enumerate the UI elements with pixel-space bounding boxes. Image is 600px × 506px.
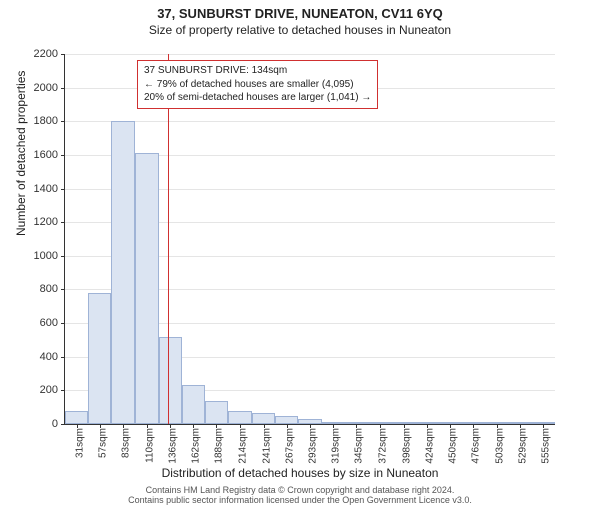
xtick-label: 110sqm xyxy=(144,428,155,463)
gridline xyxy=(65,54,555,55)
histogram-bar xyxy=(159,337,182,424)
xtick-label: 372sqm xyxy=(378,428,389,464)
gridline xyxy=(65,121,555,122)
xtick-label: 319sqm xyxy=(331,428,342,464)
ytick-mark xyxy=(61,256,65,257)
xtick-label: 503sqm xyxy=(495,428,506,464)
xtick-label: 241sqm xyxy=(261,428,272,464)
ytick-mark xyxy=(61,357,65,358)
footer-line1: Contains HM Land Registry data © Crown c… xyxy=(146,485,455,495)
xtick-label: 57sqm xyxy=(97,428,108,458)
ytick-label: 1800 xyxy=(18,115,58,127)
histogram-bar xyxy=(252,413,275,424)
xtick-label: 398sqm xyxy=(401,428,412,464)
xtick-label: 136sqm xyxy=(168,428,179,464)
ytick-label: 1600 xyxy=(18,149,58,161)
ytick-mark xyxy=(61,424,65,425)
plot-region: 31sqm57sqm83sqm110sqm136sqm162sqm188sqm2… xyxy=(64,54,555,425)
xtick-label: 267sqm xyxy=(284,428,295,464)
page-title: 37, SUNBURST DRIVE, NUNEATON, CV11 6YQ xyxy=(0,6,600,21)
ytick-label: 1200 xyxy=(18,216,58,228)
xtick-label: 555sqm xyxy=(541,428,552,464)
xtick-label: 345sqm xyxy=(354,428,365,464)
histogram-bar xyxy=(111,121,135,424)
histogram-bar xyxy=(182,385,205,424)
ytick-label: 2000 xyxy=(18,82,58,94)
xtick-label: 529sqm xyxy=(518,428,529,464)
ytick-label: 0 xyxy=(18,418,58,430)
annotation-box: 37 SUNBURST DRIVE: 134sqm← 79% of detach… xyxy=(137,60,378,109)
histogram-bar xyxy=(275,416,298,424)
x-axis-label: Distribution of detached houses by size … xyxy=(0,466,600,480)
reference-line xyxy=(168,54,169,424)
ytick-mark xyxy=(61,289,65,290)
histogram-bar xyxy=(135,153,158,424)
xtick-label: 188sqm xyxy=(214,428,225,464)
histogram-bar xyxy=(88,293,111,424)
xtick-label: 83sqm xyxy=(120,428,131,458)
histogram-bar xyxy=(228,411,252,424)
ytick-label: 200 xyxy=(18,384,58,396)
footer-attribution: Contains HM Land Registry data © Crown c… xyxy=(0,486,600,506)
ytick-mark xyxy=(61,189,65,190)
histogram-bar xyxy=(205,401,228,424)
ytick-mark xyxy=(61,323,65,324)
chart-area: 31sqm57sqm83sqm110sqm136sqm162sqm188sqm2… xyxy=(64,54,554,424)
xtick-label: 31sqm xyxy=(74,428,85,458)
ytick-label: 800 xyxy=(18,283,58,295)
xtick-label: 476sqm xyxy=(471,428,482,464)
xtick-label: 162sqm xyxy=(191,428,202,464)
ytick-label: 2200 xyxy=(18,48,58,60)
ytick-mark xyxy=(61,54,65,55)
histogram-bar xyxy=(65,411,88,424)
ytick-mark xyxy=(61,88,65,89)
ytick-label: 600 xyxy=(18,317,58,329)
ytick-label: 400 xyxy=(18,351,58,363)
ytick-mark xyxy=(61,390,65,391)
ytick-mark xyxy=(61,155,65,156)
xtick-label: 293sqm xyxy=(308,428,319,464)
xtick-label: 450sqm xyxy=(447,428,458,464)
ytick-label: 1400 xyxy=(18,183,58,195)
xtick-label: 424sqm xyxy=(424,428,435,464)
ytick-mark xyxy=(61,222,65,223)
xtick-label: 214sqm xyxy=(237,428,248,464)
page-subtitle: Size of property relative to detached ho… xyxy=(0,23,600,37)
ytick-mark xyxy=(61,121,65,122)
ytick-label: 1000 xyxy=(18,250,58,262)
